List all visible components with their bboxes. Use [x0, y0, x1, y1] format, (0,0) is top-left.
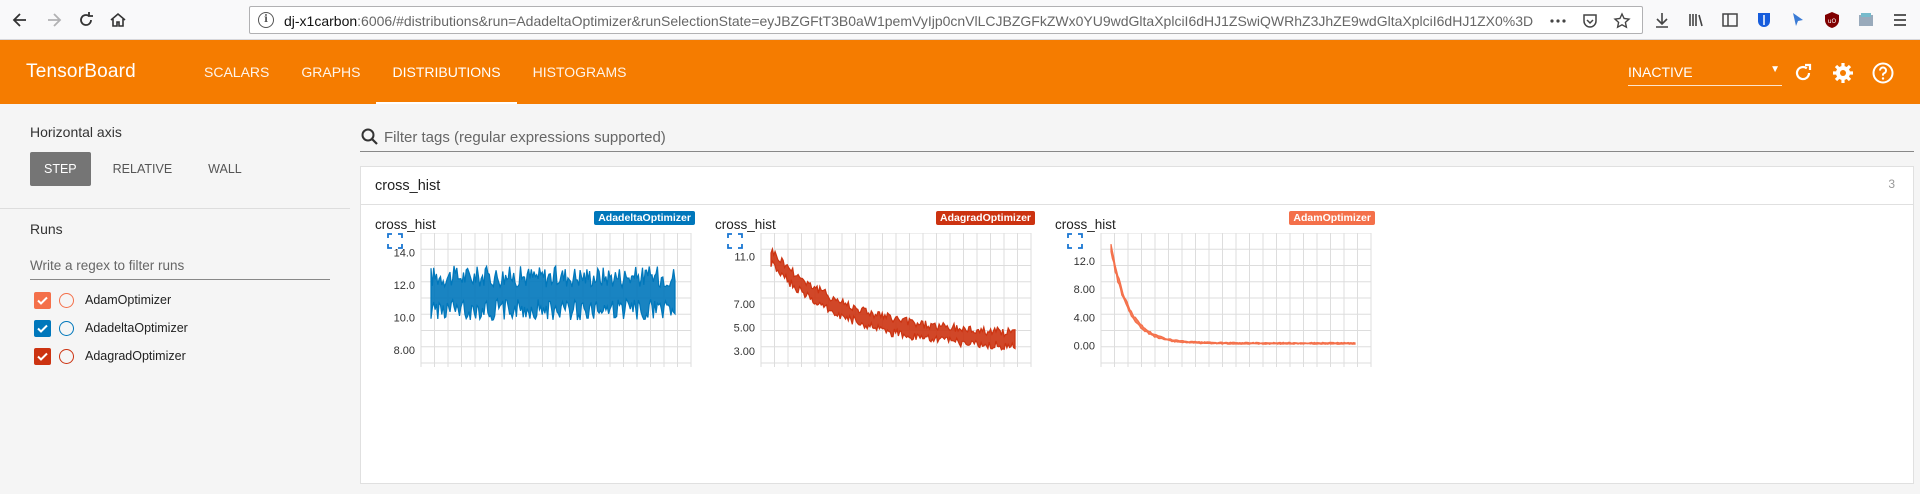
category-header[interactable]: cross_hist 3: [361, 167, 1913, 205]
distribution-chart-adagrad[interactable]: 11.0 7.00 5.00 3.00: [701, 233, 1035, 403]
cursor-extension-icon[interactable]: [1786, 9, 1810, 31]
y-tick-label: 8.00: [394, 345, 415, 357]
forward-icon[interactable]: [40, 6, 68, 34]
refresh-icon[interactable]: [1790, 60, 1816, 86]
bitwarden-icon[interactable]: [1752, 9, 1776, 31]
svg-text:uO: uO: [1828, 18, 1837, 25]
tab-graphs[interactable]: GRAPHS: [301, 64, 361, 80]
run-radio-adagrad[interactable]: [59, 348, 74, 364]
y-tick-label: 12.0: [394, 280, 415, 292]
help-icon[interactable]: [1870, 60, 1896, 86]
category-count: 3: [1888, 177, 1895, 191]
run-badge: AdadeltaOptimizer: [594, 211, 695, 225]
search-icon: [360, 127, 380, 152]
downloads-icon[interactable]: [1650, 9, 1674, 31]
chart-grid: [1100, 233, 1372, 367]
runs-title: Runs: [30, 221, 63, 237]
inactive-dashboards-select[interactable]: INACTIVE ▼: [1628, 58, 1782, 86]
url-text[interactable]: dj-x1carbon:6006/#distributions&run=Adad…: [284, 13, 1534, 29]
run-badge: AdagradOptimizer: [935, 211, 1035, 225]
page-actions-icon[interactable]: [1546, 10, 1570, 32]
tab-histograms[interactable]: HISTOGRAMS: [532, 64, 627, 80]
run-checkbox-adagrad[interactable]: [34, 347, 51, 365]
y-tick-label: 12.0: [1074, 256, 1095, 268]
extension-icon[interactable]: [1854, 9, 1878, 31]
expand-icon[interactable]: [387, 233, 403, 249]
main-content: Filter tags (regular expressions support…: [350, 104, 1920, 494]
y-tick-label: 8.00: [1074, 284, 1095, 296]
run-item-adadelta: AdadeltaOptimizer: [34, 318, 188, 338]
distribution-band: [430, 264, 676, 322]
run-checkbox-adam[interactable]: [34, 291, 51, 309]
sidebar: Horizontal axis STEP RELATIVE WALL Runs …: [0, 104, 350, 494]
axis-step-button[interactable]: STEP: [30, 152, 91, 186]
run-label-adagrad: AdagradOptimizer: [85, 349, 186, 363]
back-icon[interactable]: [6, 6, 34, 34]
ublock-icon[interactable]: uO: [1820, 9, 1844, 31]
sidebar-toggle-icon[interactable]: [1718, 9, 1742, 31]
info-icon[interactable]: i: [258, 12, 274, 28]
horizontal-axis-options: STEP RELATIVE WALL: [30, 152, 256, 186]
horizontal-axis-title: Horizontal axis: [30, 124, 122, 140]
chart-title: cross_hist: [375, 217, 436, 232]
tab-distributions[interactable]: DISTRIBUTIONS: [376, 40, 517, 104]
chart-title: cross_hist: [715, 217, 776, 232]
tab-scalars[interactable]: SCALARS: [204, 64, 270, 80]
run-checkbox-adadelta[interactable]: [34, 319, 51, 337]
run-radio-adadelta[interactable]: [59, 320, 74, 336]
tag-filter-input[interactable]: Filter tags (regular expressions support…: [360, 124, 1914, 152]
run-item-adagrad: AdagradOptimizer: [34, 346, 186, 366]
y-tick-label: 3.00: [734, 346, 755, 358]
y-tick-label: 4.00: [1074, 312, 1095, 324]
run-radio-adam[interactable]: [59, 292, 74, 308]
y-tick-label: 7.00: [734, 299, 755, 311]
y-tick-label: 5.00: [734, 323, 755, 335]
pocket-icon[interactable]: [1578, 10, 1602, 32]
runs-filter-input[interactable]: Write a regex to filter runs: [30, 254, 330, 280]
reload-icon[interactable]: [72, 6, 100, 34]
y-tick-label: 0.00: [1074, 340, 1095, 352]
home-icon[interactable]: [104, 6, 132, 34]
dashboard-tabs: SCALARS GRAPHS DISTRIBUTIONS HISTOGRAMS: [188, 40, 642, 104]
tag-filter-placeholder: Filter tags (regular expressions support…: [384, 129, 666, 146]
run-label-adam: AdamOptimizer: [85, 293, 172, 307]
chart-card-adam: cross_hist AdamOptimizer 12.0 8.00 4.00 0.0…: [1041, 211, 1375, 411]
axis-wall-button[interactable]: WALL: [208, 162, 242, 176]
distribution-band: [770, 246, 1016, 351]
chart-card-adadelta: cross_hist AdadeltaOptimizer 14.0 12.0 10.…: [361, 211, 695, 411]
distribution-chart-adadelta[interactable]: 14.0 12.0 10.0 8.00: [361, 233, 695, 403]
y-tick-label: 10.0: [394, 313, 415, 325]
address-bar[interactable]: i dj-x1carbon:6006/#distributions&run=Ad…: [249, 6, 1643, 34]
axis-relative-button[interactable]: RELATIVE: [112, 162, 173, 176]
browser-toolbar: i dj-x1carbon:6006/#distributions&run=Ad…: [0, 0, 1920, 40]
y-tick-label: 11.0: [734, 252, 755, 264]
run-label-adadelta: AdadeltaOptimizer: [85, 321, 188, 335]
brand-title: TensorBoard: [26, 61, 136, 82]
category-pane: cross_hist 3 cross_hist AdadeltaOptimize…: [360, 166, 1914, 484]
y-tick-label: 14.0: [394, 248, 415, 260]
run-item-adam: AdamOptimizer: [34, 290, 171, 310]
expand-icon[interactable]: [1067, 233, 1083, 249]
tensorboard-header: TensorBoard SCALARS GRAPHS DISTRIBUTIONS…: [0, 40, 1920, 104]
distribution-chart-adam[interactable]: 12.0 8.00 4.00 0.00: [1041, 233, 1375, 403]
menu-icon[interactable]: [1888, 9, 1912, 31]
chevron-down-icon: ▼: [1770, 64, 1780, 75]
expand-icon[interactable]: [727, 233, 743, 249]
gear-icon[interactable]: [1830, 60, 1856, 86]
distribution-band: [1110, 243, 1356, 345]
bookmark-star-icon[interactable]: [1610, 10, 1634, 32]
sidebar-divider: [0, 208, 350, 209]
chart-title: cross_hist: [1055, 217, 1116, 232]
library-icon[interactable]: [1684, 9, 1708, 31]
category-title: cross_hist: [375, 178, 441, 194]
run-badge: AdamOptimizer: [1289, 211, 1375, 225]
chart-card-adagrad: cross_hist AdagradOptimizer 11.0 7.00 5.00…: [701, 211, 1035, 411]
